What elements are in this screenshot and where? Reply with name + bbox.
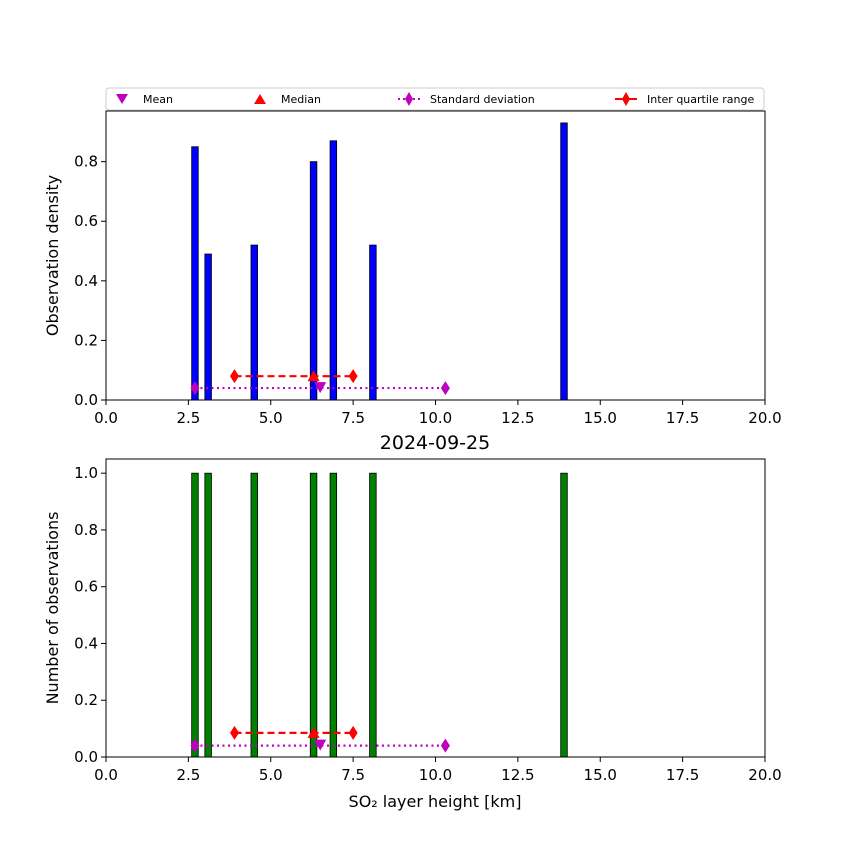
legend-label-iqr: Inter quartile range: [647, 93, 754, 106]
density-x-tick-label: 10.0: [419, 409, 452, 427]
count-y-tick-label: 0.8: [74, 521, 98, 539]
count-x-label: SO₂ layer height [km]: [349, 792, 522, 811]
density-y-label: Observation density: [43, 175, 62, 336]
count-y-tick-label: 0.6: [74, 578, 98, 596]
density-y-tick-label: 0.2: [74, 331, 98, 349]
count-stats: [190, 725, 450, 753]
count-bar: [560, 472, 568, 758]
count-x-tick-label: 5.0: [259, 766, 283, 784]
count-bar: [191, 472, 199, 758]
density-stats: [190, 369, 450, 396]
density-ticks: 0.0 2.5 5.0 7.5 10.0 12.5 15.0 17.5 20.0 0.0 0.2 0.…: [74, 153, 782, 427]
count-x-tick-label: 0.0: [94, 766, 118, 784]
count-y-tick-label: 0.2: [74, 691, 98, 709]
count-x-tick-label: 2.5: [176, 766, 200, 784]
density-x-tick-label: 20.0: [748, 409, 781, 427]
density-std-low-marker: [190, 381, 200, 396]
density-bar: [369, 244, 377, 401]
density-y-tick-label: 0.6: [74, 212, 98, 230]
count-y-tick-label: 0.0: [74, 748, 98, 766]
count-panel: 2024-09-25 0.0 2.5 5.0 7.5 10.0 12.5 15.0 17.5 2…: [43, 432, 782, 811]
count-x-tick-label: 17.5: [666, 766, 699, 784]
density-bars: [191, 122, 568, 401]
density-median-marker: [307, 370, 320, 382]
median-marker-icon: [254, 94, 266, 104]
count-median-marker: [307, 726, 320, 738]
density-x-tick-label: 5.0: [259, 409, 283, 427]
count-x-tick-label: 7.5: [341, 766, 365, 784]
legend-entry-std: Standard deviation: [398, 92, 535, 106]
iqr-diamond-icon: [622, 92, 630, 106]
legend-entry-median: Median: [254, 93, 321, 106]
density-bar: [204, 253, 212, 401]
density-bar: [309, 161, 318, 401]
density-x-tick-label: 17.5: [666, 409, 699, 427]
count-x-tick-label: 10.0: [419, 766, 452, 784]
density-y-tick-label: 0.0: [74, 391, 98, 409]
legend-box: [105, 87, 765, 111]
density-bar: [329, 140, 338, 401]
density-x-tick-label: 0.0: [94, 409, 118, 427]
count-chart-title: 2024-09-25: [380, 432, 490, 454]
count-x-tick-label: 15.0: [584, 766, 617, 784]
count-iqr-high-marker: [348, 725, 358, 740]
std-diamond-icon: [405, 92, 413, 106]
count-y-tick-label: 0.4: [74, 634, 98, 652]
density-x-tick-label: 15.0: [584, 409, 617, 427]
density-panel: 0.0 2.5 5.0 7.5 10.0 12.5 15.0 17.5 20.0 0.0 0.2 0.…: [43, 110, 782, 427]
count-bars: [191, 472, 568, 758]
count-bar: [204, 472, 212, 758]
density-x-tick-label: 7.5: [341, 409, 365, 427]
count-iqr-low-marker: [230, 725, 240, 740]
density-y-tick-label: 0.4: [74, 272, 98, 290]
mean-marker-icon: [116, 94, 128, 104]
legend-label-median: Median: [281, 93, 321, 106]
count-x-tick-label: 20.0: [748, 766, 781, 784]
density-mean-marker: [314, 382, 327, 394]
count-std-low-marker: [190, 738, 200, 753]
density-x-tick-label: 12.5: [501, 409, 534, 427]
count-bar: [309, 472, 318, 758]
density-iqr-high-marker: [348, 369, 358, 384]
density-bar: [560, 122, 568, 401]
count-x-tick-label: 12.5: [501, 766, 534, 784]
density-y-tick-label: 0.8: [74, 153, 98, 171]
count-y-tick-label: 1.0: [74, 464, 98, 482]
density-x-tick-label: 2.5: [176, 409, 200, 427]
count-bar: [250, 472, 258, 758]
legend-entry-iqr: Inter quartile range: [615, 92, 754, 106]
count-std-high-marker: [440, 738, 450, 753]
legend: Mean Median Standard deviation Inter qua…: [105, 87, 765, 111]
density-bar: [191, 146, 199, 401]
count-bar: [369, 472, 377, 758]
count-mean-marker: [314, 739, 327, 751]
legend-label-mean: Mean: [143, 93, 173, 106]
count-y-label: Number of observations: [43, 512, 62, 705]
count-ticks: 0.0 2.5 5.0 7.5 10.0 12.5 15.0 17.5 20.0 0.0 0.2 0.…: [74, 464, 782, 784]
count-bar: [329, 472, 338, 758]
legend-label-std: Standard deviation: [430, 93, 535, 106]
density-iqr-low-marker: [230, 369, 240, 384]
legend-entry-mean: Mean: [116, 93, 173, 106]
density-std-high-marker: [440, 381, 450, 396]
